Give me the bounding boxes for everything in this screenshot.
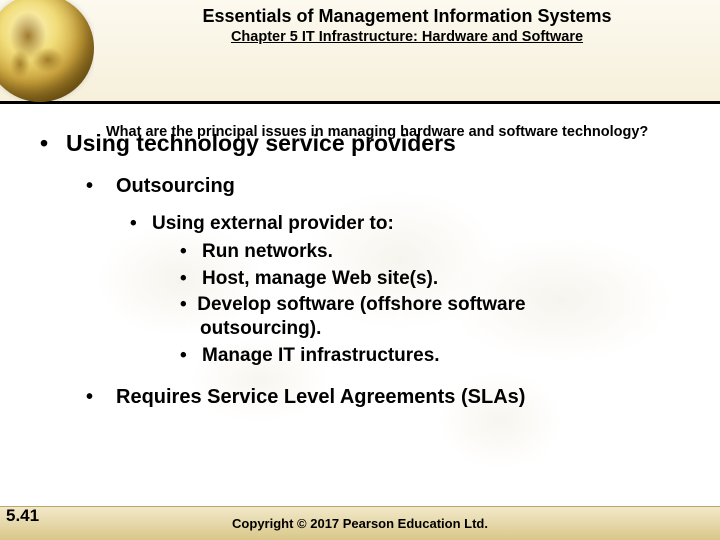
- bullet-l2-text: Outsourcing: [116, 175, 235, 198]
- bullet-l2: • Outsourcing: [86, 175, 680, 198]
- book-title: Essentials of Management Information Sys…: [94, 6, 720, 27]
- slide-footer: Copyright © 2017 Pearson Education Ltd.: [0, 506, 720, 540]
- bullet-l4-text: Host, manage Web site(s).: [202, 267, 438, 291]
- bullet-l3-text: Using external provider to:: [152, 212, 394, 236]
- bullet-l4-text: Run networks.: [202, 240, 333, 264]
- bullet-l1-text: Using technology service providers: [66, 130, 456, 157]
- slide-header: Essentials of Management Information Sys…: [0, 0, 720, 104]
- slide-body: • Using technology service providers • O…: [0, 104, 720, 409]
- bullet-l1: • Using technology service providers: [40, 130, 680, 157]
- page-number: 5.41: [6, 506, 39, 526]
- bullet-l4: • Host, manage Web site(s).: [180, 267, 680, 291]
- bullet-l4: • Run networks.: [180, 240, 680, 264]
- bullet-l3: • Using external provider to:: [130, 212, 680, 236]
- bullet-l4-text: Manage IT infrastructures.: [202, 344, 440, 368]
- copyright-text: Copyright © 2017 Pearson Education Ltd.: [232, 516, 488, 531]
- bullet-l4: • Develop software (offshore software ou…: [200, 293, 680, 342]
- bullet-l2-text: Requires Service Level Agreements (SLAs): [116, 386, 525, 409]
- bullet-l2: • Requires Service Level Agreements (SLA…: [86, 386, 680, 409]
- chapter-title: Chapter 5 IT Infrastructure: Hardware an…: [94, 29, 720, 45]
- globe-icon: [0, 0, 94, 104]
- bullet-l4-text: Develop software (offshore software outs…: [197, 294, 525, 339]
- bullet-l4: • Manage IT infrastructures.: [180, 344, 680, 368]
